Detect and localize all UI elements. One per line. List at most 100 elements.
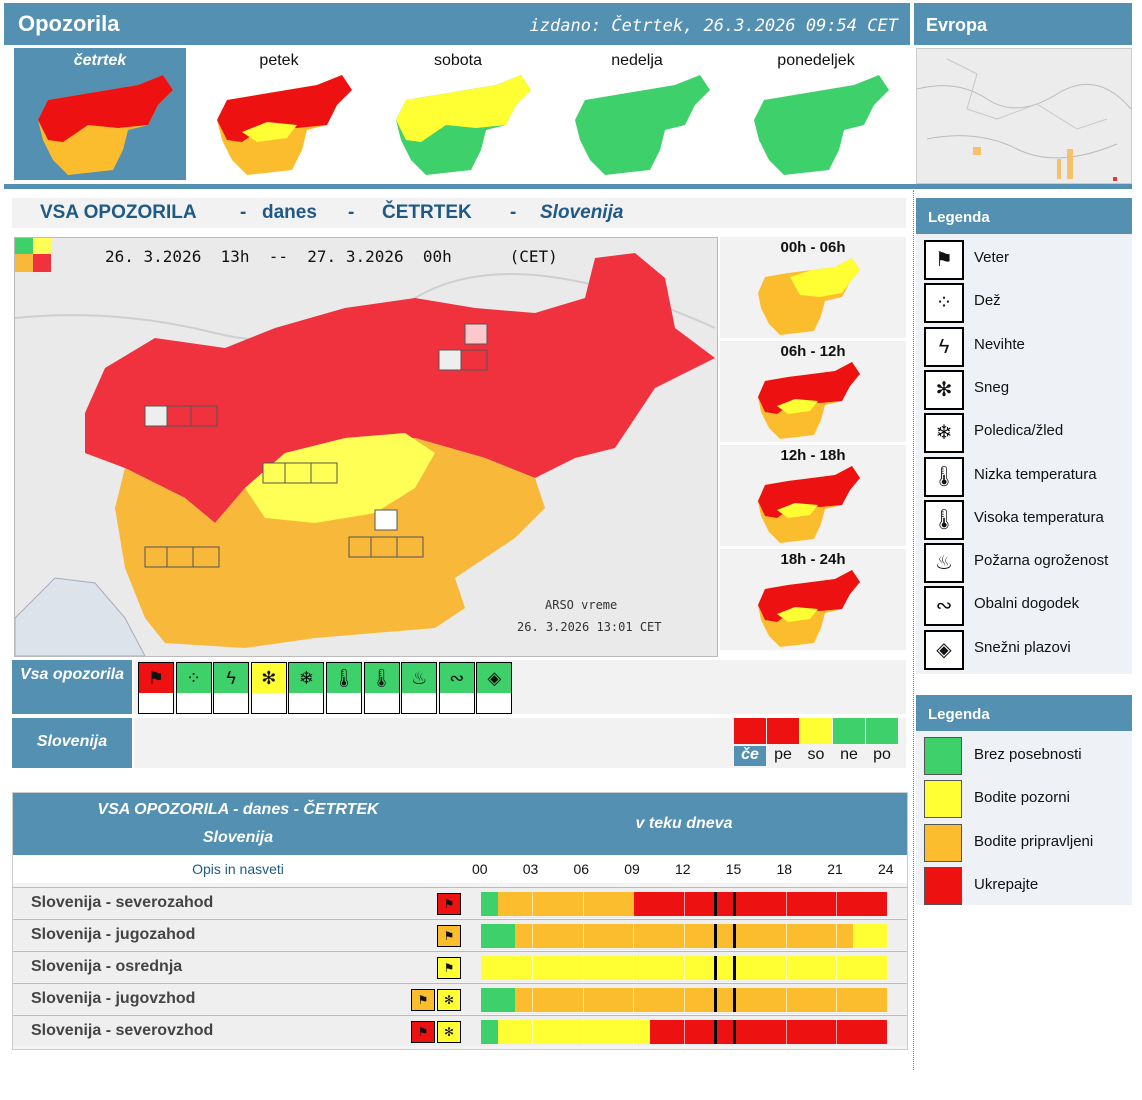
day-level-ne[interactable]	[833, 718, 865, 744]
europe-map-thumbnail[interactable]	[916, 48, 1132, 184]
slovenia-minimap	[396, 75, 531, 175]
warning-type-thunderstorm-icon[interactable]: ϟ	[213, 662, 250, 714]
warning-type-fire-danger-icon[interactable]: ♨	[401, 662, 438, 714]
gridline	[836, 892, 838, 916]
day-tab-petek[interactable]: petek	[193, 48, 365, 180]
legend-label: Dež	[974, 292, 1001, 310]
gridline	[582, 924, 584, 948]
headline-region: Slovenija	[540, 202, 624, 223]
gridline	[785, 1020, 787, 1044]
snow-icon: ✻	[437, 989, 461, 1011]
region-name[interactable]: Slovenija - jugozahod	[31, 926, 196, 943]
warning-type-wind-icon[interactable]: ⚑	[138, 662, 174, 714]
timeline-segment-orange	[514, 988, 887, 1012]
day-tab-nedelja[interactable]: nedelja	[551, 48, 723, 180]
header-separator	[4, 184, 1132, 189]
slot-minimap	[758, 258, 860, 335]
day-level-so[interactable]	[800, 718, 832, 744]
legend-item: ✻ Sneg	[924, 368, 1130, 410]
day-level-label[interactable]: po	[873, 746, 891, 763]
legend-label: Visoka temperatura	[974, 508, 1104, 526]
legend-header: Legenda	[916, 198, 1132, 234]
legend-label: Obalni dogodek	[974, 595, 1080, 613]
warning-type-low-temperature-icon[interactable]: 🌡	[326, 662, 362, 714]
legend-label: Brez posebnosti	[974, 746, 1082, 763]
headline-dash: -	[348, 202, 355, 223]
time-slot-3[interactable]: 18h - 24h	[720, 549, 906, 650]
region-name[interactable]: Slovenija - severovzhod	[31, 1022, 214, 1039]
europe-header[interactable]: Evropa	[914, 3, 1132, 45]
time-slot-0[interactable]: 00h - 06h	[720, 237, 906, 338]
table-row[interactable]: Slovenija - severozahod ⚑	[13, 887, 907, 918]
day-selector-strip: če pe so ne po	[134, 718, 906, 768]
warning-type-ice-icon[interactable]: ❄	[288, 662, 325, 714]
opis-link[interactable]: Opis in nasveti	[192, 861, 284, 877]
gridline	[531, 956, 533, 980]
day-tab-label: nedelja	[611, 52, 663, 69]
day-level-pe[interactable]	[767, 718, 799, 744]
headline-day: ČETRTEK	[382, 202, 472, 223]
table-row[interactable]: Slovenija - osrednja ⚑	[13, 951, 907, 982]
legend-label: Nizka temperatura	[974, 465, 1097, 483]
forecast-window-marker	[733, 956, 737, 980]
region-name[interactable]: Slovenija - jugovzhod	[31, 990, 196, 1007]
day-level-če[interactable]	[734, 718, 766, 744]
level-color-swatch	[924, 737, 962, 775]
gridline	[633, 988, 635, 1012]
fire-danger-icon: ♨	[924, 543, 964, 584]
gridline	[531, 924, 533, 948]
warning-type-strip: ⚑ ⁘ ϟ ✻ ❄ 🌡 🌡 ♨ ∾ ◈	[134, 660, 906, 714]
gridline	[836, 924, 838, 948]
main-warning-map[interactable]: 26. 3.2026 13h -- 27. 3.2026 00h (CET) A…	[14, 237, 718, 657]
forecast-window-marker	[733, 924, 737, 948]
timeline-segment-green	[481, 924, 515, 948]
table-row[interactable]: Slovenija - jugovzhod ⚑ ✻	[13, 983, 907, 1014]
table-row[interactable]: Slovenija - severovzhod ⚑ ✻	[13, 1015, 907, 1046]
legend-label: Nevihte	[974, 335, 1025, 353]
region-name[interactable]: Slovenija - osrednja	[31, 958, 183, 975]
table-row[interactable]: Slovenija - jugozahod ⚑	[13, 919, 907, 950]
day-level-label[interactable]: ne	[840, 746, 858, 763]
warning-type-detail	[476, 693, 513, 714]
day-level-label[interactable]: če	[734, 746, 766, 766]
day-level-label[interactable]: pe	[774, 746, 792, 763]
legend-item: ❄ Poledica/žled	[924, 411, 1130, 454]
time-slot-2[interactable]: 12h - 18h	[720, 445, 906, 546]
hour-tick: 06	[573, 861, 590, 877]
gridline	[684, 988, 685, 1012]
warning-type-detail	[326, 693, 362, 714]
warning-type-rain-icon[interactable]: ⁘	[175, 662, 212, 714]
warning-type-high-temperature-icon[interactable]: 🌡	[363, 662, 400, 714]
gridline	[785, 988, 787, 1012]
legend-levels: Legenda Brez posebnosti Bodite pozorni Bod…	[916, 695, 1132, 905]
issued-timestamp: izdano: Četrtek, 26.3.2026 09:54 CET	[529, 16, 898, 36]
forecast-window-marker	[714, 1020, 718, 1044]
day-level-label[interactable]: so	[807, 746, 825, 763]
warning-type-snow-icon[interactable]: ✻	[250, 662, 287, 714]
thunderstorm-icon: ϟ	[213, 662, 250, 694]
legend-item: ∾ Obalni dogodek	[924, 584, 1130, 627]
warning-type-detail	[438, 693, 475, 714]
table-subtitle: Slovenija	[202, 829, 274, 846]
coastal-event-icon: ∾	[438, 662, 475, 694]
region-name[interactable]: Slovenija - severozahod	[31, 894, 214, 911]
day-tab-label: sobota	[433, 52, 483, 69]
slovenia-minimap	[38, 75, 173, 175]
timeline-segment-green	[481, 892, 498, 916]
map-credit-time: 26. 3.2026 13:01 CET	[517, 620, 662, 634]
day-tab-četrtek[interactable]: četrtek	[14, 48, 186, 180]
warning-type-avalanche-icon[interactable]: ◈	[476, 662, 513, 714]
time-slot-1[interactable]: 06h - 12h	[720, 341, 906, 442]
gridline	[633, 956, 635, 980]
day-tab-sobota[interactable]: sobota	[372, 48, 544, 180]
hour-tick: 03	[522, 861, 539, 877]
timeline-segment-orange	[497, 892, 634, 916]
warning-type-detail	[175, 693, 212, 714]
description-header: Opis in nasveti	[13, 855, 907, 883]
timeline-segment-orange	[514, 924, 854, 948]
forecast-window-marker	[714, 956, 718, 980]
warning-type-coastal-event-icon[interactable]: ∾	[438, 662, 475, 714]
day-tab-ponedeljek[interactable]: ponedeljek	[730, 48, 902, 180]
level-color-swatch	[924, 780, 962, 819]
day-level-po[interactable]	[866, 718, 898, 744]
